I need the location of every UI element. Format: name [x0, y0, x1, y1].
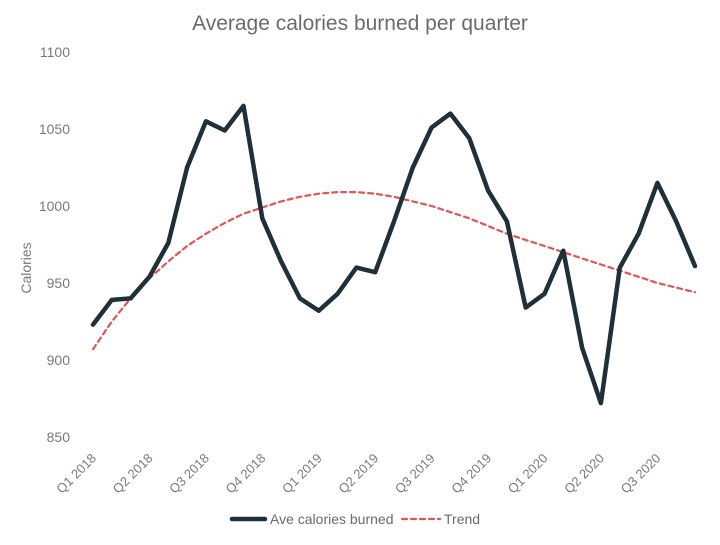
- x-tick-label: Q3 2019: [392, 451, 438, 497]
- y-axis-ticks: 850 900 950 1000 1050 1100: [39, 44, 70, 445]
- legend-entry-trend-label: Trend: [444, 511, 480, 527]
- chart-title: Average calories burned per quarter: [192, 12, 528, 35]
- series-group: [90, 103, 698, 406]
- x-tick-label: Q4 2019: [448, 451, 494, 497]
- legend-entry-ave-calories-label: Ave calories burned: [270, 511, 393, 527]
- x-tick-label: Q2 2018: [110, 451, 156, 497]
- y-tick-label: 1050: [39, 121, 70, 137]
- x-tick-label: Q1 2020: [505, 451, 551, 497]
- x-tick-label: Q1 2019: [279, 451, 325, 497]
- x-tick-label: Q3 2020: [618, 451, 664, 497]
- x-tick-label: Q3 2018: [166, 451, 212, 497]
- y-tick-label: 950: [47, 275, 71, 291]
- legend: Ave calories burned Trend: [229, 511, 480, 527]
- y-tick-label: 850: [47, 429, 71, 445]
- x-axis-ticks: Q1 2018 Q2 2018 Q3 2018 Q4 2018 Q1 2019 Q2 20…: [53, 451, 663, 497]
- x-tick-label: Q4 2018: [223, 451, 269, 497]
- x-tick-label: Q2 2020: [561, 451, 607, 497]
- y-tick-label: 1100: [40, 44, 70, 60]
- x-tick-label: Q2 2019: [335, 451, 381, 497]
- trend-line: [91, 191, 697, 351]
- x-tick-label: Q1 2018: [53, 451, 99, 497]
- calories-line: [90, 103, 698, 406]
- y-tick-label: 900: [47, 352, 71, 368]
- y-tick-label: 1000: [39, 198, 70, 214]
- y-axis-label: Calories: [18, 242, 34, 293]
